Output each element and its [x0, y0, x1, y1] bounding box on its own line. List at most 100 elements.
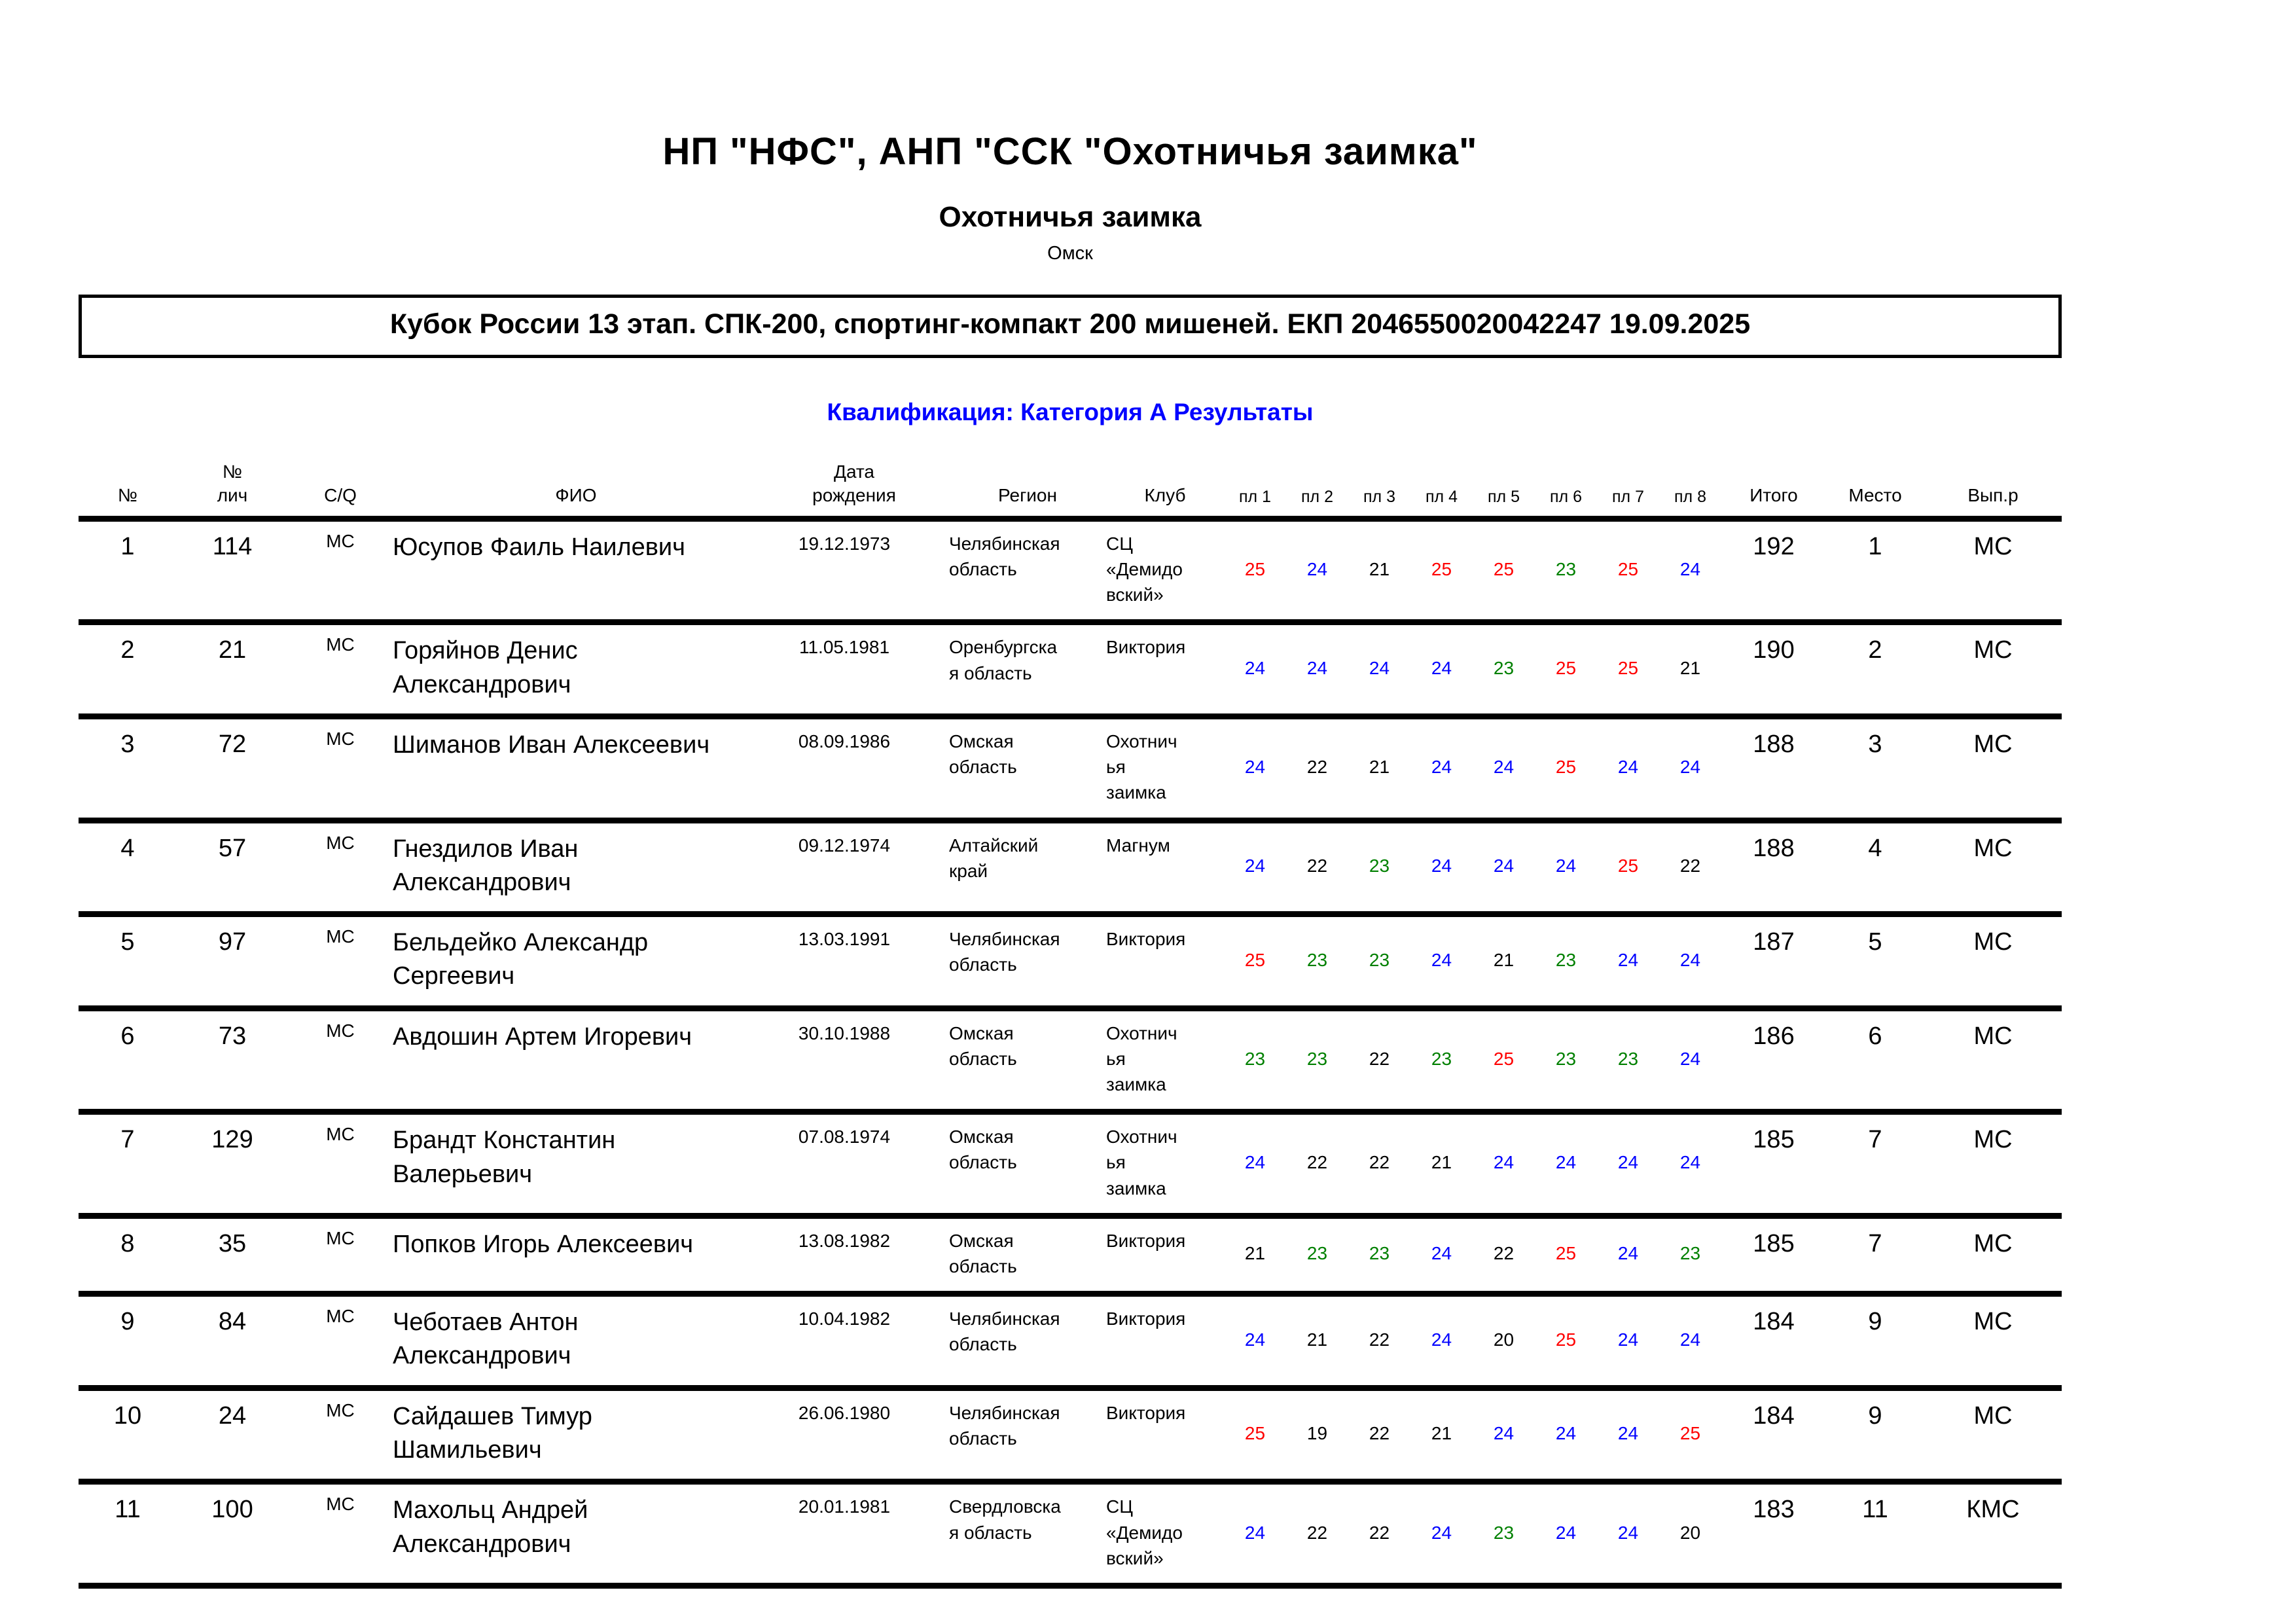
series-score-7: 25 — [1617, 658, 1639, 679]
birth-date: 10.04.1982 — [798, 1308, 891, 1329]
series-score-6: 23 — [1555, 949, 1577, 970]
series-score-4: 25 — [1431, 558, 1452, 579]
series-score-8: 24 — [1679, 949, 1701, 970]
birth-date: 30.10.1988 — [798, 1022, 891, 1043]
series-score-3: 23 — [1369, 1243, 1390, 1264]
series-score-6: 23 — [1555, 558, 1577, 579]
bib-number: 97 — [218, 928, 247, 956]
series-score-1: 24 — [1244, 658, 1266, 679]
col-header-series-6: пл 6 — [1550, 488, 1582, 507]
series-score-2: 23 — [1306, 1048, 1328, 1069]
series-score-7: 24 — [1617, 1152, 1639, 1173]
series-score-2: 19 — [1306, 1423, 1328, 1444]
col-header-series-1: пл 1 — [1239, 488, 1271, 507]
athlete-name: Брандт Константин Валерьевич — [393, 1127, 616, 1188]
series-score-6: 24 — [1555, 856, 1577, 876]
series-score-5: 25 — [1493, 558, 1515, 579]
series-score-4: 24 — [1431, 1522, 1452, 1543]
series-score-6: 24 — [1555, 1152, 1577, 1173]
series-score-1: 25 — [1244, 558, 1266, 579]
total-score: 184 — [1753, 1308, 1795, 1336]
col-header-series-7: пл 7 — [1612, 488, 1644, 507]
series-score-3: 23 — [1369, 856, 1390, 876]
series-score-2: 22 — [1306, 757, 1328, 778]
series-score-1: 24 — [1244, 1152, 1266, 1173]
total-score: 184 — [1753, 1401, 1795, 1430]
cq-rank: МС — [326, 1399, 355, 1420]
row-number: 1 — [120, 532, 135, 560]
row-number: 8 — [120, 1229, 135, 1257]
athlete-name: Шиманов Иван Алексеевич — [393, 731, 710, 759]
row-number: 9 — [120, 1308, 135, 1336]
cq-rank: МС — [326, 728, 355, 749]
cq-rank: МС — [326, 1494, 355, 1515]
total-score: 185 — [1753, 1229, 1795, 1257]
venue-title: Охотничья заимка — [939, 201, 1202, 233]
row-number: 10 — [113, 1401, 142, 1430]
series-score-2: 24 — [1306, 658, 1328, 679]
series-score-3: 22 — [1369, 1423, 1390, 1444]
place: 1 — [1868, 532, 1882, 560]
page-content: НП "НФС", АНП "ССК "Охотничья заимка" Ох… — [79, 0, 2062, 1589]
series-score-5: 24 — [1493, 1423, 1515, 1444]
row-number: 2 — [120, 636, 135, 664]
place: 9 — [1868, 1401, 1882, 1430]
series-score-5: 23 — [1493, 658, 1515, 679]
bib-number: 84 — [218, 1308, 247, 1336]
series-score-5: 24 — [1493, 1152, 1515, 1173]
cq-rank: МС — [326, 1306, 355, 1327]
region: Челябинская область — [949, 533, 1060, 579]
total-score: 188 — [1753, 730, 1795, 758]
table-header: № № лич C/Q ФИО Дата рождения Регион Клу… — [79, 460, 2062, 519]
series-score-4: 24 — [1431, 1243, 1452, 1264]
total-score: 188 — [1753, 834, 1795, 862]
col-header-rank: Вып.р — [1967, 485, 2018, 506]
col-header-cq: C/Q — [324, 485, 357, 506]
series-score-6: 23 — [1555, 1048, 1577, 1069]
series-score-5: 24 — [1493, 757, 1515, 778]
bib-number: 21 — [218, 636, 247, 664]
series-score-8: 21 — [1679, 658, 1701, 679]
place: 3 — [1868, 730, 1882, 758]
series-score-4: 24 — [1431, 856, 1452, 876]
series-score-4: 21 — [1431, 1152, 1452, 1173]
birth-date: 19.12.1973 — [798, 533, 891, 554]
series-score-8: 24 — [1679, 1048, 1701, 1069]
org-title: НП "НФС", АНП "ССК "Охотничья заимка" — [662, 130, 1478, 173]
col-header-birthdate-line1: Дата — [833, 461, 874, 482]
club: СЦ «Демидовский» — [1106, 533, 1183, 605]
athlete-name: Горяйнов Денис Александрович — [393, 637, 578, 698]
rank-achieved: КМС — [1966, 1496, 2020, 1524]
series-score-5: 22 — [1493, 1243, 1515, 1264]
series-score-6: 25 — [1555, 757, 1577, 778]
col-header-region: Регион — [998, 485, 1057, 506]
rank-achieved: МС — [1973, 1401, 2013, 1430]
series-score-6: 24 — [1555, 1522, 1577, 1543]
series-score-7: 24 — [1617, 1329, 1639, 1350]
series-score-6: 24 — [1555, 1423, 1577, 1444]
series-score-4: 24 — [1431, 658, 1452, 679]
cq-rank: МС — [326, 1124, 355, 1145]
series-score-5: 21 — [1493, 949, 1515, 970]
club: Охотничья заимка — [1106, 1127, 1177, 1199]
place: 2 — [1868, 636, 1882, 664]
table-row: 11 100 МС Махольц Андрей Александрович 2… — [79, 1482, 2062, 1586]
total-score: 192 — [1753, 532, 1795, 560]
athlete-name: Авдошин Артем Игоревич — [393, 1022, 692, 1051]
city-label: Омск — [1047, 243, 1093, 264]
table-row: 8 35 МС Попков Игорь Алексеевич 13.08.19… — [79, 1216, 2062, 1294]
series-score-8: 22 — [1679, 856, 1701, 876]
club: Виктория — [1106, 637, 1186, 658]
series-score-3: 22 — [1369, 1329, 1390, 1350]
col-header-bib-line2: лич — [217, 485, 248, 506]
series-score-7: 24 — [1617, 1243, 1639, 1264]
series-score-5: 25 — [1493, 1048, 1515, 1069]
table-row: 2 21 МС Горяйнов Денис Александрович 11.… — [79, 623, 2062, 717]
bib-number: 100 — [211, 1496, 253, 1524]
cq-rank: МС — [326, 1227, 355, 1248]
birth-date: 08.09.1986 — [798, 731, 891, 751]
bib-number: 35 — [218, 1229, 247, 1257]
place: 11 — [1862, 1496, 1888, 1524]
series-score-7: 24 — [1617, 757, 1639, 778]
table-row: 6 73 МС Авдошин Артем Игоревич 30.10.198… — [79, 1008, 2062, 1112]
